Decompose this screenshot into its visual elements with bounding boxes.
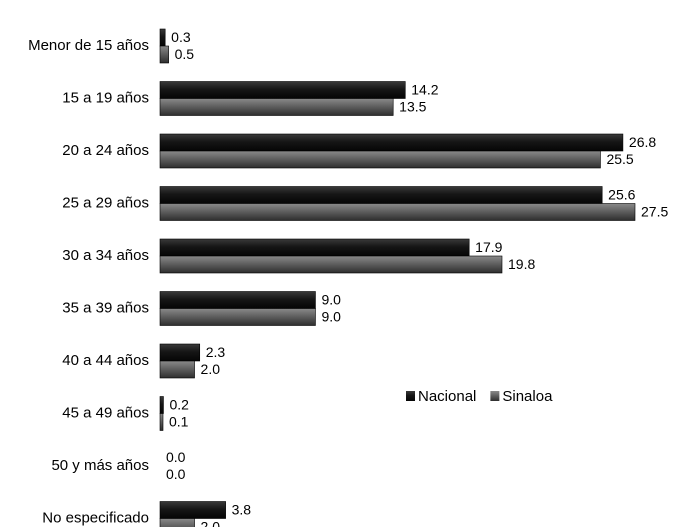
category-label: No especificado [42, 509, 149, 526]
category-label: 25 a 29 años [62, 194, 149, 211]
category-group: No especificado 3.8 2.0 [42, 501, 252, 527]
legend-swatch-nacional [406, 391, 415, 401]
bar-nacional [159, 81, 406, 99]
value-label-nacional: 3.8 [232, 502, 252, 518]
bar-sinaloa [159, 518, 195, 527]
category-group: 50 y más años 0.00.0 [51, 449, 185, 482]
value-label-sinaloa: 0.5 [175, 46, 195, 62]
value-label-nacional: 0.0 [166, 449, 186, 465]
category-label: 45 a 49 años [62, 404, 149, 421]
category-label: 30 a 34 años [62, 247, 149, 264]
category-label: 20 a 24 años [62, 142, 149, 159]
bar-sinaloa [159, 413, 164, 431]
bar-sinaloa [159, 45, 169, 64]
category-label: 50 y más años [51, 457, 149, 474]
category-group: 35 a 39 años 9.09.0 [62, 291, 341, 326]
value-label-nacional: 2.3 [206, 344, 226, 360]
value-label-nacional: 9.0 [321, 292, 341, 308]
bar-nacional [159, 396, 164, 414]
category-group: 25 a 29 años 25.6 27.5 [62, 186, 668, 221]
value-label-sinaloa: 0.0 [166, 466, 186, 482]
plot-area: Menor de 15 años 0.30.5 15 a 19 años 14.213… [28, 28, 668, 527]
value-label-sinaloa: 0.1 [169, 414, 189, 430]
bar-sinaloa [159, 255, 503, 274]
bar-nacional [159, 133, 624, 152]
category-label: Menor de 15 años [28, 37, 149, 54]
bar-nacional [159, 343, 201, 362]
bar-nacional [159, 28, 166, 47]
value-label-sinaloa: 2.0 [201, 519, 221, 527]
bar-nacional [159, 291, 316, 309]
category-group: 45 a 49 años 0.20.1 [62, 396, 189, 431]
category-group: 40 a 44 años 2.32.0 [62, 343, 226, 379]
value-label-nacional: 0.2 [169, 397, 189, 413]
value-label-sinaloa: 2.0 [201, 361, 221, 377]
category-label: 15 a 19 años [62, 89, 149, 106]
value-label-sinaloa: 9.0 [321, 309, 341, 325]
value-label-nacional: 0.3 [171, 29, 191, 45]
value-label-sinaloa: 13.5 [399, 99, 426, 115]
bar-nacional [159, 186, 603, 204]
value-label-nacional: 14.2 [411, 82, 438, 98]
bar-sinaloa [159, 98, 394, 116]
bar-nacional [159, 238, 470, 257]
legend-swatch-sinaloa [490, 391, 500, 401]
category-group: Menor de 15 años 0.30.5 [28, 28, 195, 64]
category-group: 30 a 34 años 17.9 19.8 [62, 238, 535, 274]
value-label-sinaloa: 19.8 [508, 256, 535, 272]
bar-sinaloa [159, 150, 601, 169]
category-label: 35 a 39 años [62, 299, 149, 316]
value-label-sinaloa: 27.5 [641, 204, 668, 220]
legend-label-sinaloa: Sinaloa [502, 388, 553, 405]
value-label-nacional: 26.8 [629, 134, 656, 150]
legend: Nacional Sinaloa [406, 388, 553, 405]
bar-sinaloa [159, 360, 195, 379]
value-label-nacional: 17.9 [475, 239, 502, 255]
bar-sinaloa [159, 203, 636, 221]
category-group: 15 a 19 años 14.213.5 [62, 81, 439, 116]
legend-label-nacional: Nacional [418, 388, 476, 405]
bar-sinaloa [159, 308, 316, 326]
category-label: 40 a 44 años [62, 352, 149, 369]
bar-nacional [159, 501, 226, 519]
value-label-sinaloa: 25.5 [606, 151, 633, 167]
category-group: 20 a 24 años 26.825.5 [62, 133, 656, 169]
value-label-nacional: 25.6 [608, 187, 635, 203]
